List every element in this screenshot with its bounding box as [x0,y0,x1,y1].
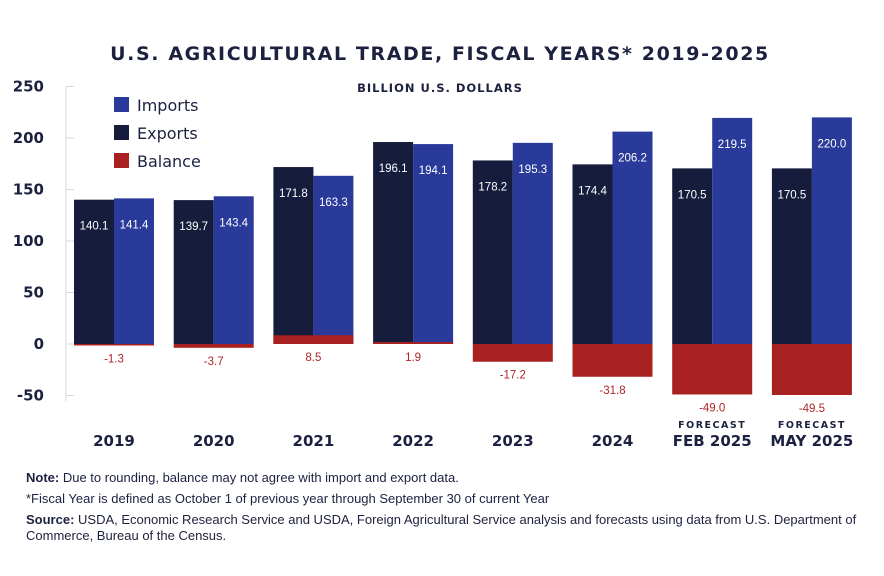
note-label: Note: [26,470,60,485]
legend-label-exports: Exports [137,124,198,143]
trade-bar-chart: U.S. AGRICULTURAL TRADE, FISCAL YEARS* 2… [13,43,854,450]
imports-bar-2023 [512,142,553,344]
exports-bar-2024 [572,164,613,344]
legend-label-balance: Balance [137,152,201,171]
x-tick-label-feb-2025: FEB 2025 [673,432,752,450]
imports-bar-2019 [114,198,154,344]
exports-bar-2023 [472,160,513,344]
balance-label-2023: -17.2 [500,370,526,382]
legend-label-imports: Imports [137,96,198,115]
exports-label-may-2025: 170.5 [778,189,807,201]
legend-swatch-exports [114,125,129,140]
exports-label-2023: 178.2 [478,181,507,193]
imports-label-2023: 195.3 [518,164,547,176]
imports-label-2024: 206.2 [618,153,647,165]
rounding-note: Note: Due to rounding, balance may not a… [26,470,866,486]
imports-bar-2022 [413,144,454,344]
x-tick-label-may-2025: MAY 2025 [770,432,853,450]
y-tick-label-2: 50 [23,284,44,302]
y-tick-label-6: 250 [13,78,44,96]
balance-bar-2022 [373,342,454,344]
exports-label-2021: 171.8 [279,188,308,200]
y-axis: -50 0 50 100 150 200 250 [13,78,74,405]
x-tick-label-2022: 2022 [392,432,434,450]
balance-bar-2023 [472,344,553,362]
legend: Imports Exports Balance [114,96,201,171]
imports-bar-2021 [313,175,354,344]
imports-label-feb-2025: 219.5 [718,139,747,151]
balance-label-2022: 1.9 [405,352,421,364]
source-note: Source: USDA, Economic Research Service … [26,512,866,544]
imports-label-may-2025: 220.0 [818,138,847,150]
balance-bar-may-2025 [771,344,852,395]
legend-swatch-imports [114,97,129,112]
chart-title: U.S. AGRICULTURAL TRADE, FISCAL YEARS* 2… [110,43,770,65]
balance-bar-feb-2025 [672,344,753,395]
balance-label-feb-2025: -49.0 [699,402,725,414]
exports-bar-may-2025 [771,168,812,344]
x-tick-label-2023: 2023 [492,432,534,450]
imports-label-2019: 141.4 [120,219,149,231]
balance-label-2019: -1.3 [104,353,124,365]
balance-label-2021: 8.5 [305,352,321,364]
forecast-label-feb-2025: FORECAST [678,420,746,431]
balance-label-2024: -31.8 [599,385,625,397]
exports-bar-2021 [273,167,314,344]
bars-group: 140.1 141.4 -1.3 139.7 143.4 -3.7 171.8 163.3 8.… [74,117,852,415]
x-axis: 2019 2020 2021 2022 2023 2024 FEB 2025FORECAST… [93,420,853,450]
imports-label-2021: 163.3 [319,197,348,209]
exports-label-2020: 139.7 [179,221,208,233]
forecast-label-may-2025: FORECAST [778,420,846,431]
exports-label-2022: 196.1 [379,163,408,175]
note-text: Due to rounding, balance may not agree w… [59,470,459,485]
source-text: USDA, Economic Research Service and USDA… [26,512,857,543]
imports-bar-may-2025 [811,117,852,345]
balance-bar-2024 [572,344,653,377]
x-tick-label-2020: 2020 [193,432,235,450]
y-tick-label-5: 200 [13,129,44,147]
footnotes: Note: Due to rounding, balance may not a… [26,470,866,549]
balance-label-may-2025: -49.5 [799,403,825,415]
y-tick-label-1: 0 [34,335,44,353]
exports-bar-feb-2025 [672,168,713,344]
exports-label-2024: 174.4 [578,185,607,197]
balance-bar-2019 [74,344,154,346]
x-tick-label-2019: 2019 [93,432,135,450]
y-tick-label-3: 100 [13,232,44,250]
balance-bar-2020 [173,344,254,348]
exports-bar-2022 [373,142,414,344]
legend-swatch-balance [114,153,129,168]
exports-bar-2020 [173,200,214,344]
source-label: Source: [26,512,75,527]
chart-subtitle: BILLION U.S. DOLLARS [357,81,523,95]
exports-label-2019: 140.1 [80,221,109,233]
fiscal-year-note: *Fiscal Year is defined as October 1 of … [26,491,550,506]
exports-label-feb-2025: 170.5 [678,189,707,201]
y-tick-label-0: -50 [17,387,44,405]
imports-label-2022: 194.1 [419,165,448,177]
imports-bar-2020 [213,196,254,344]
x-tick-label-2024: 2024 [592,432,634,450]
balance-label-2020: -3.7 [204,356,224,368]
exports-bar-2019 [74,199,114,344]
balance-bar-2021 [273,335,354,344]
imports-label-2020: 143.4 [219,217,248,229]
y-tick-label-4: 150 [13,181,44,199]
x-tick-label-2021: 2021 [293,432,335,450]
imports-bar-feb-2025 [712,117,753,344]
imports-bar-2024 [612,131,653,344]
